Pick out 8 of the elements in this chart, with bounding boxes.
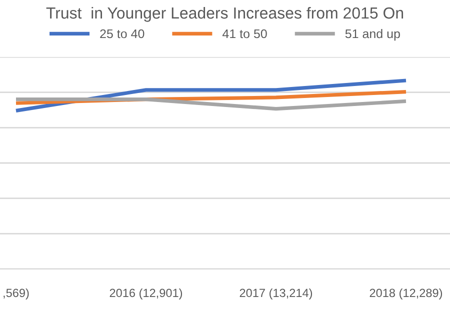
chart-title: Trust in Younger Leaders Increases from 2015 On — [46, 6, 404, 22]
legend-label: 25 to 40 — [100, 29, 144, 38]
x-tick-label: 2017 (13,214) — [240, 288, 312, 300]
x-tick-label: 2018 (12,289) — [370, 288, 442, 300]
legend-label: 51 and up — [345, 29, 400, 41]
legend-label: 41 to 50 — [222, 29, 267, 38]
x-tick-label: 2016 (12,901) — [110, 288, 182, 300]
x-tick-label: ,569) — [4, 288, 29, 300]
